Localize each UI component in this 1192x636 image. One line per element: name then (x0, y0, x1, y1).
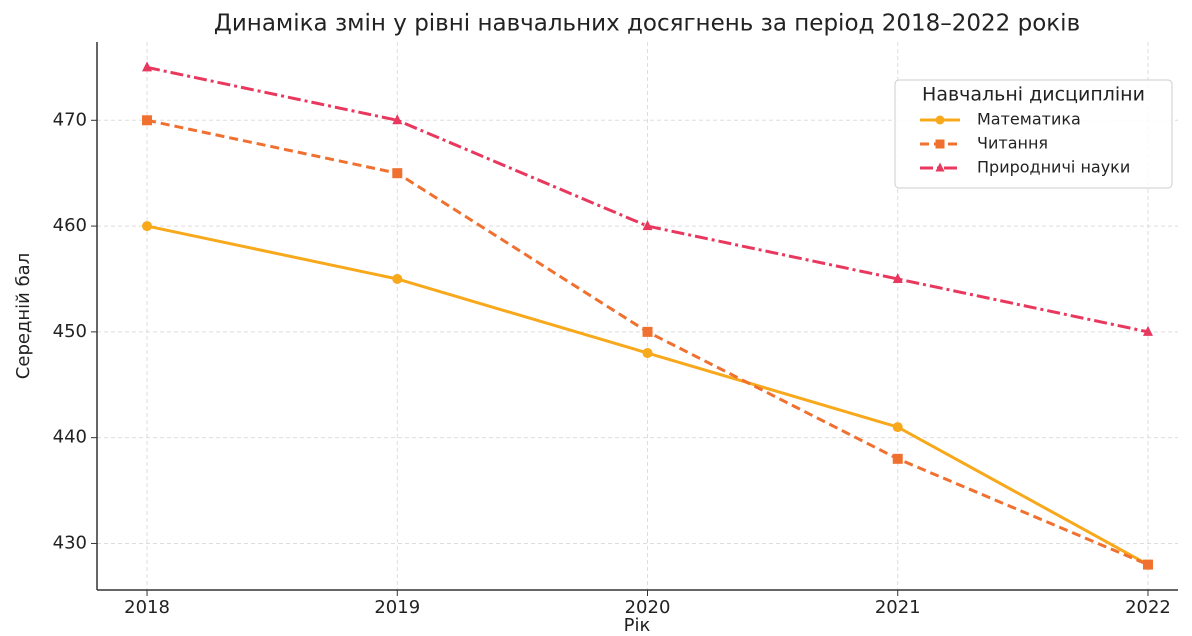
y-tick-label: 440 (53, 427, 87, 448)
chart-title: Динаміка змін у рівні навчальних досягне… (214, 11, 1080, 37)
legend-marker (935, 139, 945, 149)
x-tick-label: 2019 (374, 597, 420, 618)
legend-label: Природничі науки (977, 158, 1130, 177)
marker (892, 272, 903, 283)
legend-marker (935, 162, 945, 172)
marker (142, 115, 153, 126)
marker (892, 453, 903, 464)
series-line (146, 65, 1149, 334)
marker (1142, 559, 1153, 570)
y-tick-label: 430 (53, 532, 87, 553)
marker (642, 348, 653, 359)
y-tick-label: 450 (53, 321, 87, 342)
y-tick-label: 470 (53, 109, 87, 130)
marker (892, 422, 903, 433)
legend-label: Математика (977, 110, 1081, 129)
marker (142, 221, 153, 232)
legend-box (894, 79, 1173, 189)
marker (642, 220, 653, 231)
legend: Навчальні дисципліни Математика Читання При… (894, 79, 1173, 189)
marker (392, 168, 403, 179)
x-tick-label: 2020 (625, 597, 671, 618)
marker (392, 273, 403, 284)
legend-label: Читання (977, 134, 1048, 153)
legend-marker (935, 115, 945, 125)
x-tick-label: 2018 (124, 597, 170, 618)
marker (642, 326, 653, 337)
marker (1142, 325, 1153, 336)
y-axis-label: Середній бал (13, 253, 34, 379)
marker (392, 114, 403, 125)
legend-title: Навчальні дисципліни (922, 84, 1145, 106)
x-tick-label: 2021 (875, 597, 921, 618)
marker (142, 61, 153, 72)
y-tick-label: 460 (53, 215, 87, 236)
x-tick-label: 2022 (1125, 597, 1171, 618)
x-axis-label: Рік (624, 615, 651, 636)
